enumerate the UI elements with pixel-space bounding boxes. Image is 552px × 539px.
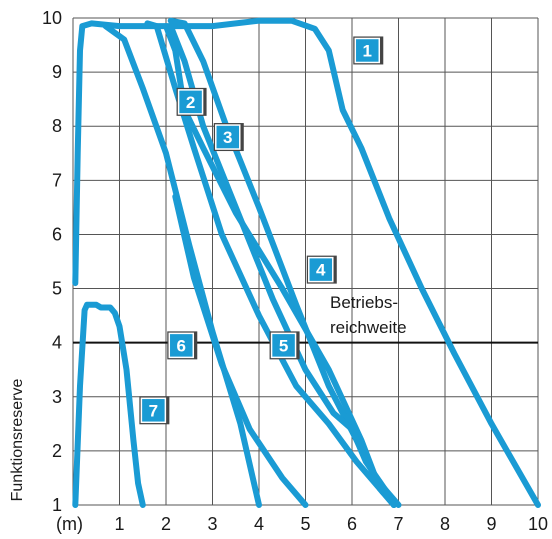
badge-label: 1 [363,41,372,60]
badge-label: 3 [223,128,232,147]
series-badge-4: 4 [306,255,337,284]
y-tick-labels: 1 2 3 4 5 6 7 8 9 10 [42,8,62,515]
series-badge-6: 6 [167,331,198,360]
x-tick-label: 2 [161,514,171,534]
series-group [72,17,541,508]
series-badge-2: 2 [176,87,207,116]
y-tick-label: 8 [52,116,62,136]
badge-box [177,89,204,115]
operating-range-label-line1: Betriebs- [330,293,398,312]
x-tick-label: 9 [486,514,496,534]
series-line-6b [172,193,309,508]
y-tick-label: 10 [42,8,62,28]
badge-label: 7 [149,401,158,420]
y-axis-label: Funktionsreserve [9,379,26,502]
y-tick-label: 1 [52,495,62,515]
x-tick-label: 8 [440,514,450,534]
y-tick-label: 4 [52,333,62,353]
series-badge-7: 7 [139,396,170,425]
badge-box [168,332,195,359]
badge-label: 5 [279,336,288,355]
y-tick-label: 9 [52,62,62,82]
y-tick-label: 5 [52,279,62,299]
badge-box [354,37,381,64]
x-tick-label: 7 [393,514,403,534]
y-tick-label: 7 [52,170,62,190]
x-tick-label: 1 [114,514,124,534]
y-tick-label: 6 [52,224,62,244]
badge-label: 4 [316,261,326,280]
series-line-5 [144,20,397,508]
series-line-7 [72,301,146,508]
x-tick-label: 10 [528,514,548,534]
x-tick-label: 4 [254,514,264,534]
x-tick-label: 5 [300,514,310,534]
y-tick-label: 2 [52,441,62,461]
x-tick-label: 6 [347,514,357,534]
badge-label: 6 [177,336,186,355]
x-unit-label: (m) [56,514,83,534]
x-tick-labels: 1 2 3 4 5 6 7 8 9 10 [114,514,548,534]
badge-label: 2 [186,93,195,112]
series-badge-1: 1 [353,36,384,65]
x-tick-label: 3 [207,514,217,534]
badge-box [270,332,297,359]
series-badge-5: 5 [269,331,300,360]
badge-box [308,256,334,283]
badge-box [140,397,167,424]
badges-group: 1 2 3 4 5 6 7 [139,36,384,425]
badge-box [215,124,241,150]
series-line-1 [72,17,541,508]
y-tick-label: 3 [52,387,62,407]
operating-range-label-line2: reichweite [330,318,407,337]
series-badge-3: 3 [213,123,244,152]
